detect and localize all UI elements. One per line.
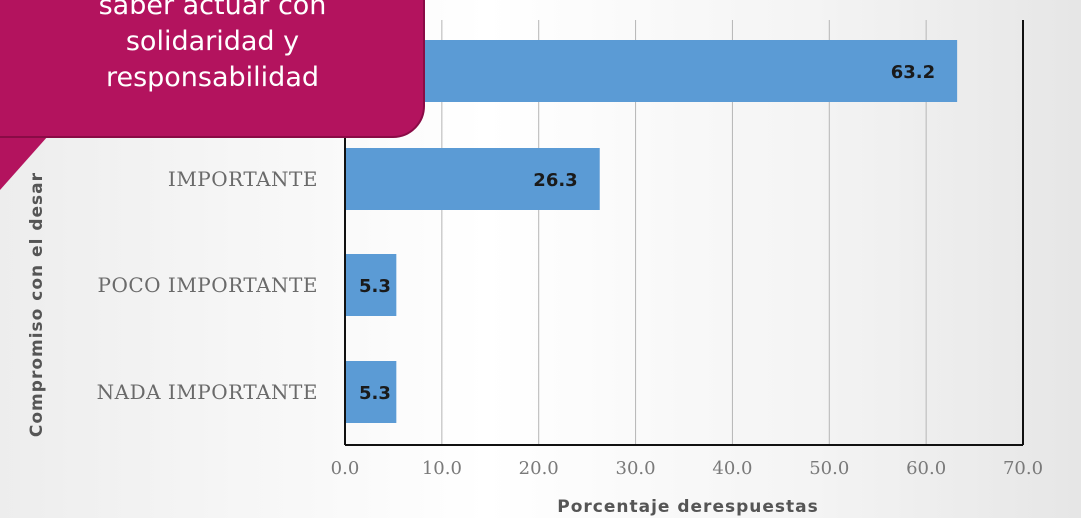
- category-label: IMPORTANTE: [168, 167, 318, 191]
- x-tick-label: 50.0: [809, 458, 849, 479]
- callout-tail: [0, 136, 48, 190]
- y-axis-title: Compromiso con el desar: [27, 172, 47, 437]
- category-label: POCO IMPORTANTE: [98, 273, 318, 297]
- callout-line-3: responsabilidad: [105, 62, 320, 93]
- callout-line-2: solidaridad y: [125, 26, 300, 57]
- bar: [345, 40, 958, 102]
- x-axis-title: Porcentaje derespuestas: [557, 497, 818, 517]
- callout-line-1: saber actuar con: [98, 0, 327, 21]
- x-tick-label: 20.0: [519, 458, 559, 479]
- bars: [345, 40, 958, 423]
- callout-box: saber actuar con solidaridad y responsab…: [0, 0, 425, 138]
- x-tick-label: 60.0: [906, 458, 946, 479]
- x-tick-label: 40.0: [712, 458, 752, 479]
- data-label: 5.3: [359, 276, 391, 297]
- labels: 0.0 10.0 20.0 30.0 40.0 50.0 60.0 70.0 63.2 26.3 I…: [97, 62, 1043, 479]
- x-tick-label: 0.0: [331, 458, 360, 479]
- x-tick-label: 70.0: [1003, 458, 1043, 479]
- data-label: 63.2: [891, 62, 935, 83]
- category-label: NADA IMPORTANTE: [97, 380, 318, 404]
- data-label: 5.3: [359, 383, 391, 404]
- data-label: 26.3: [533, 170, 577, 191]
- bar: [345, 361, 397, 423]
- x-tick-label: 10.0: [422, 458, 462, 479]
- bar: [345, 148, 600, 210]
- x-tick-label: 30.0: [616, 458, 656, 479]
- bar: [345, 254, 397, 316]
